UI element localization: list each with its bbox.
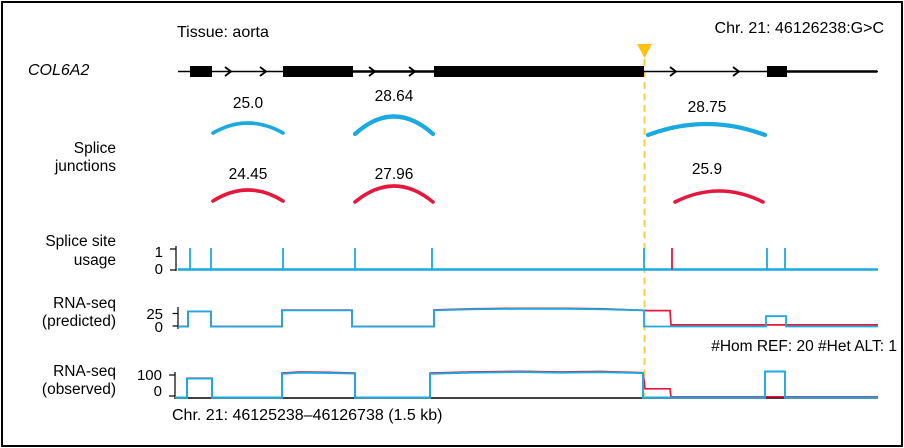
track-label-line: junctions xyxy=(54,158,116,175)
junction-score-alt: 25.0 xyxy=(232,95,264,112)
predicted-coverage-alt xyxy=(178,307,878,328)
junction-arcs-alt xyxy=(211,114,768,138)
track-label-line: RNA-seq xyxy=(53,363,116,380)
exon-box xyxy=(434,66,644,77)
variant-triangle-icon xyxy=(637,44,652,58)
junction-score-ref: 27.96 xyxy=(374,166,414,183)
observed-coverage-alt xyxy=(175,370,878,399)
rnaseq-observed-track xyxy=(169,370,878,399)
observed-tick-0: 0 xyxy=(153,383,162,400)
junction-arc-alt xyxy=(211,121,285,135)
observed-coverage-ref xyxy=(175,370,878,399)
junction-arcs-ref xyxy=(211,184,765,204)
usage-tick-1: 1 xyxy=(154,244,163,261)
track-label-line: Splice xyxy=(73,140,116,157)
track-label-rnaseq-observed: RNA-seq (observed) xyxy=(8,363,116,399)
track-label-line: (observed) xyxy=(41,381,116,398)
variant-label: Chr. 21: 46126238:G>C xyxy=(714,20,884,37)
junction-score-ref: 24.45 xyxy=(228,166,268,183)
strand-arrow-icon xyxy=(259,66,268,77)
track-label-rnaseq-predicted: RNA-seq (predicted) xyxy=(8,295,116,331)
junction-arc-ref xyxy=(353,184,435,204)
rnaseq-predicted-track xyxy=(172,307,878,329)
variant-marker xyxy=(637,44,652,396)
observed-tick-100: 100 xyxy=(136,367,162,384)
predicted-tick-0: 0 xyxy=(154,319,163,336)
predicted-tick-25: 25 xyxy=(146,306,163,323)
junction-arc-ref xyxy=(211,188,285,203)
junction-arc-alt xyxy=(352,114,436,137)
carrier-count-label: #Hom REF: 20 #Het ALT: 1 xyxy=(711,338,897,355)
junction-score-ref: 25.9 xyxy=(691,161,723,178)
junction-arc-ref xyxy=(673,189,765,204)
strand-arrow-icon xyxy=(368,66,377,77)
track-label-line: usage xyxy=(73,252,116,269)
junction-score-alt: 28.64 xyxy=(374,88,414,105)
gene-track xyxy=(178,66,878,77)
strand-arrow-icon xyxy=(408,66,417,77)
usage-tick-0: 0 xyxy=(154,261,163,278)
exon-box xyxy=(190,66,212,77)
track-label-line: RNA-seq xyxy=(53,295,116,312)
track-label-line: Splice site xyxy=(45,233,116,250)
region-label: Chr. 21: 46125238–46126738 (1.5 kb) xyxy=(172,407,443,424)
gene-name-label: COL6A2 xyxy=(28,62,90,79)
splice-usage-track xyxy=(170,246,878,271)
tissue-label: Tissue: aorta xyxy=(177,24,269,41)
strand-arrow-icon xyxy=(669,66,678,77)
exon-box xyxy=(767,66,787,77)
junction-score-alt: 28.75 xyxy=(687,99,727,116)
track-label-splice-junctions: Splice junctions xyxy=(8,140,116,176)
strand-arrow-icon xyxy=(224,66,233,77)
strand-arrow-icon xyxy=(732,66,741,77)
track-label-line: (predicted) xyxy=(41,313,116,330)
exon-box xyxy=(283,66,353,77)
track-label-splice-usage: Splice site usage xyxy=(8,232,116,270)
junction-arc-alt xyxy=(645,121,768,138)
